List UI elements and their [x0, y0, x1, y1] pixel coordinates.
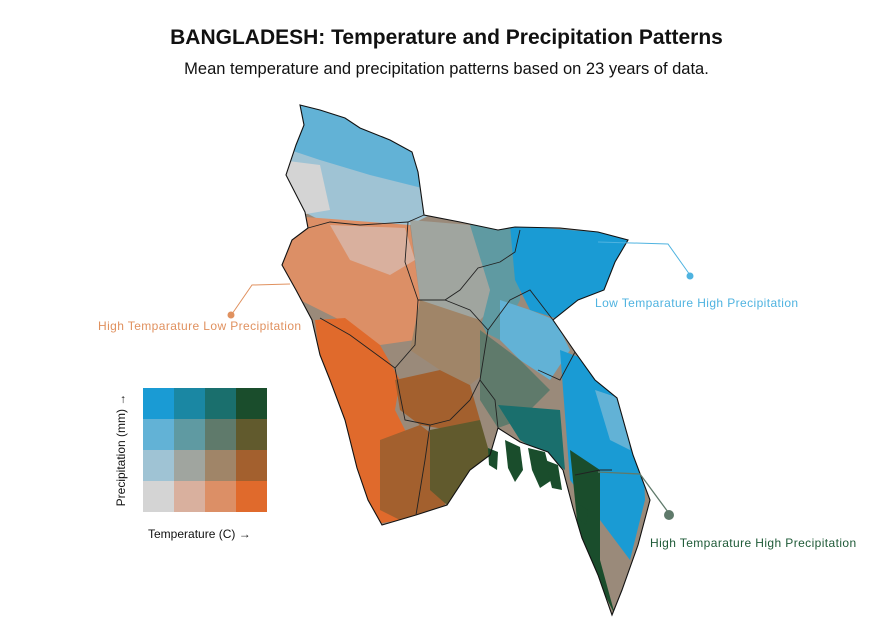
- south-brown-fill: [380, 425, 445, 520]
- legend-cell: [205, 450, 236, 481]
- legend-cell: [143, 419, 174, 450]
- leader-line: [597, 241, 691, 276]
- annotation-high-temp-low-precip: [227, 283, 291, 319]
- legend-y-axis-label: Precipitation (mm) →: [114, 393, 128, 507]
- island-shape: [488, 448, 498, 470]
- leader-line: [231, 283, 291, 315]
- bivariate-legend: [143, 388, 267, 512]
- south-olive-fill: [430, 420, 490, 505]
- division-boundary: [394, 299, 489, 426]
- annotation-low-temp-high-precip: [597, 241, 694, 280]
- legend-cell: [174, 481, 205, 512]
- legend-cell: [236, 481, 267, 512]
- legend-x-axis-label: Temperature (C) →: [148, 527, 251, 541]
- country-outline: [281, 104, 651, 617]
- legend-cell: [205, 481, 236, 512]
- island-shape: [545, 460, 562, 490]
- annotation-label-low-temp-high-precip: Low Temparature High Precipitation: [595, 296, 799, 310]
- legend-cell: [174, 388, 205, 419]
- legend-cell: [174, 419, 205, 450]
- annotation-label-high-temp-high-precip: High Temparature High Precipitation: [650, 536, 857, 550]
- division-boundaries: [307, 214, 612, 516]
- annotation-high-temp-high-precip: [597, 471, 674, 520]
- center-brown-fill: [410, 300, 500, 385]
- annotation-label-high-temp-low-precip: High Temparature Low Precipitation: [98, 319, 302, 333]
- division-boundary: [537, 351, 576, 381]
- south-central-fill: [395, 370, 480, 430]
- west-light-fill: [330, 225, 415, 275]
- legend-cell: [236, 419, 267, 450]
- legend-cell: [236, 450, 267, 481]
- division-boundary: [479, 379, 499, 429]
- page-subtitle: Mean temperature and precipitation patte…: [184, 60, 709, 78]
- legend-cell: [236, 388, 267, 419]
- division-boundary: [415, 424, 431, 516]
- legend-cell: [143, 388, 174, 419]
- leader-line: [597, 471, 669, 513]
- legend-cell: [205, 388, 236, 419]
- leader-dot: [227, 311, 235, 319]
- leader-dot: [664, 510, 674, 520]
- division-boundary: [574, 469, 612, 476]
- division-boundary: [319, 221, 419, 369]
- division-boundary: [487, 289, 554, 331]
- legend-cell: [174, 450, 205, 481]
- legend-cell: [143, 481, 174, 512]
- legend-cell: [143, 450, 174, 481]
- island-shape: [505, 440, 523, 482]
- island-shape: [580, 505, 588, 525]
- island-shape: [528, 448, 552, 488]
- legend-cell: [205, 419, 236, 450]
- delta-islands: [488, 440, 588, 525]
- leader-dot: [686, 272, 694, 280]
- east-grey-green-fill: [480, 330, 550, 428]
- bivariate-fill: [282, 105, 650, 615]
- northeast-blue-fill: [510, 225, 630, 318]
- division-boundary: [307, 214, 425, 229]
- coastal-dark-green-fill: [570, 450, 615, 615]
- page-title: BANGLADESH: Temperature and Precipitatio…: [170, 26, 723, 49]
